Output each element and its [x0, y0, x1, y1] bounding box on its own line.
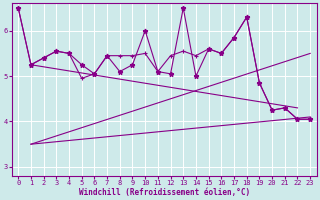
X-axis label: Windchill (Refroidissement éolien,°C): Windchill (Refroidissement éolien,°C)	[79, 188, 250, 197]
